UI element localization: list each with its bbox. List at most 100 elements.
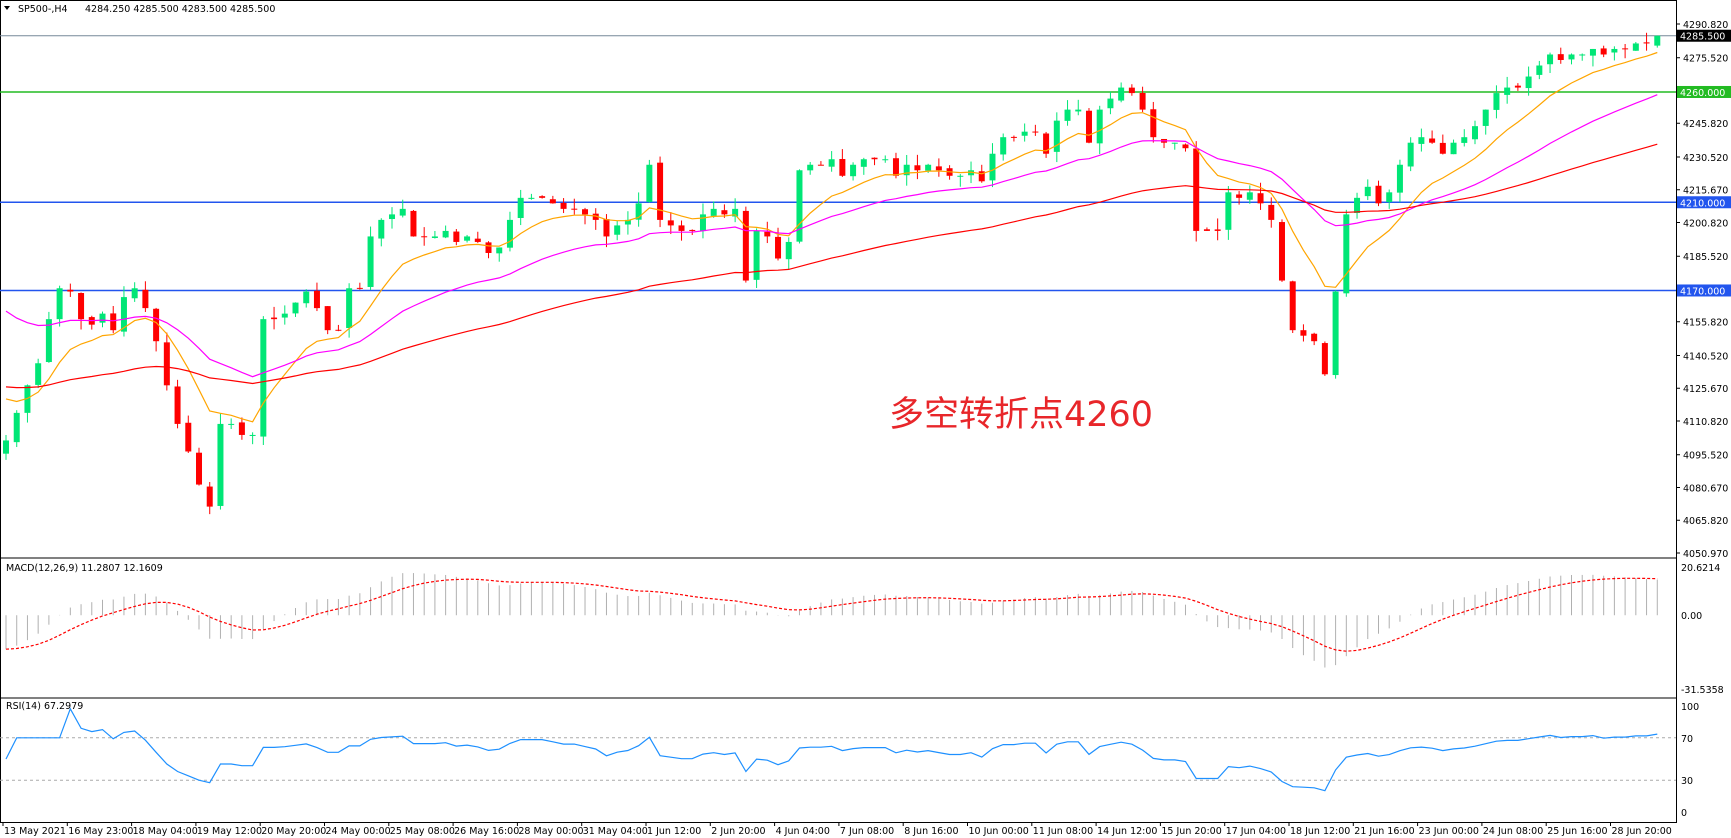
candle-body: [925, 164, 932, 171]
candle-body: [506, 219, 513, 248]
rsi-tick-label: 100: [1681, 702, 1699, 713]
candle-body: [1085, 110, 1092, 143]
candle-body: [1493, 93, 1500, 110]
candle-body: [549, 199, 556, 204]
price-tick-label: 4065.820: [1683, 516, 1728, 527]
candle-body: [732, 208, 739, 217]
candle-body: [389, 214, 396, 220]
candle-body: [1182, 144, 1189, 149]
dropdown-triangle-icon[interactable]: [4, 6, 10, 10]
candle-body: [474, 238, 481, 242]
price-tick-label: 4080.670: [1683, 483, 1728, 494]
candle-body: [1482, 109, 1489, 126]
candle-body: [582, 209, 589, 215]
candle-body: [271, 317, 278, 320]
candle-body: [742, 210, 749, 281]
candle-body: [442, 230, 449, 238]
rsi-tick-label: 0: [1681, 808, 1687, 819]
candle-body: [957, 175, 964, 177]
candle-body: [678, 225, 685, 231]
price-tick-label: 4215.670: [1683, 186, 1728, 197]
candle-body: [1311, 333, 1318, 342]
candle-body: [1128, 87, 1135, 94]
candle-body: [292, 302, 299, 314]
candle-body: [453, 231, 460, 242]
level-tag: [1677, 85, 1731, 98]
candle-body: [635, 203, 642, 220]
candle-body: [67, 289, 74, 292]
time-label: 25 Jun 16:00: [1547, 826, 1607, 837]
candle-body: [367, 236, 374, 287]
candle-body: [935, 166, 942, 171]
candle-body: [1278, 222, 1285, 281]
candle-body: [281, 313, 288, 318]
price-tick-label: 4125.670: [1683, 384, 1728, 395]
candle-body: [571, 208, 578, 210]
time-label: 17 Jun 04:00: [1226, 826, 1286, 837]
candle-body: [1193, 148, 1200, 231]
moving-average-fast: [5, 51, 1658, 423]
candle-body: [817, 164, 824, 166]
time-label: 20 May 20:00: [261, 826, 326, 837]
candle-body: [1300, 330, 1307, 336]
candle-body: [528, 197, 535, 199]
candle-body: [1589, 48, 1596, 56]
candle-body: [667, 220, 674, 226]
time-label: 4 Jun 04:00: [776, 826, 830, 837]
candle-body: [421, 236, 428, 238]
candle-body: [796, 170, 803, 242]
candle-body: [1622, 48, 1629, 50]
candle-body: [1536, 65, 1543, 75]
candle-body: [1043, 133, 1050, 154]
current-price-tag: [1677, 29, 1731, 42]
candle-body: [1343, 214, 1350, 294]
time-label: 7 Jun 08:00: [840, 826, 894, 837]
candle-body: [142, 289, 149, 309]
candle-body: [882, 159, 889, 161]
time-label: 26 May 16:00: [454, 826, 519, 837]
candle-body: [624, 219, 631, 225]
candle-body: [892, 158, 899, 176]
rsi-label: RSI(14) 67.2979: [6, 701, 83, 712]
level-tag: [1677, 196, 1731, 209]
time-label: 11 Jun 08:00: [1033, 826, 1093, 837]
rsi-line: [5, 707, 1658, 792]
candle-body: [56, 288, 63, 320]
candle-body: [1075, 109, 1082, 112]
candle-body: [1418, 137, 1425, 144]
candle-body: [1461, 137, 1468, 143]
candle-body: [1268, 204, 1275, 220]
candle-body: [1150, 109, 1157, 138]
time-label: 25 May 08:00: [390, 826, 455, 837]
candle-body: [603, 219, 610, 237]
time-label: 31 May 04:00: [583, 826, 648, 837]
moving-average-slow: [5, 143, 1658, 389]
current-price-label: 4285.500: [1680, 32, 1725, 43]
candle-body: [1643, 42, 1650, 44]
candle-body: [646, 164, 653, 202]
level-tag-label: 4170.000: [1680, 286, 1725, 297]
candle-body: [850, 164, 857, 177]
candle-body: [431, 236, 438, 239]
candle-body: [1557, 54, 1564, 60]
candle-body: [464, 236, 471, 241]
candle-body: [1000, 137, 1007, 155]
candle-body: [1225, 192, 1232, 230]
rsi-tick-label: 70: [1681, 734, 1693, 745]
chart-frame: [0, 0, 1677, 823]
candle-body: [45, 319, 52, 363]
level-tag-label: 4210.000: [1680, 198, 1725, 209]
candle-body: [871, 157, 878, 160]
time-label: 13 May 2021: [4, 826, 66, 837]
time-label: 15 Jun 20:00: [1161, 826, 1221, 837]
candle-body: [1386, 192, 1393, 203]
candle-body: [1514, 85, 1521, 88]
candle-body: [217, 423, 224, 506]
price-tick-label: 4245.820: [1683, 119, 1728, 130]
macd-tick-label: -31.5358: [1681, 685, 1724, 696]
candle-body: [1332, 291, 1339, 376]
candle-body: [903, 164, 910, 176]
candle-body: [131, 288, 138, 299]
candle-body: [260, 319, 267, 437]
